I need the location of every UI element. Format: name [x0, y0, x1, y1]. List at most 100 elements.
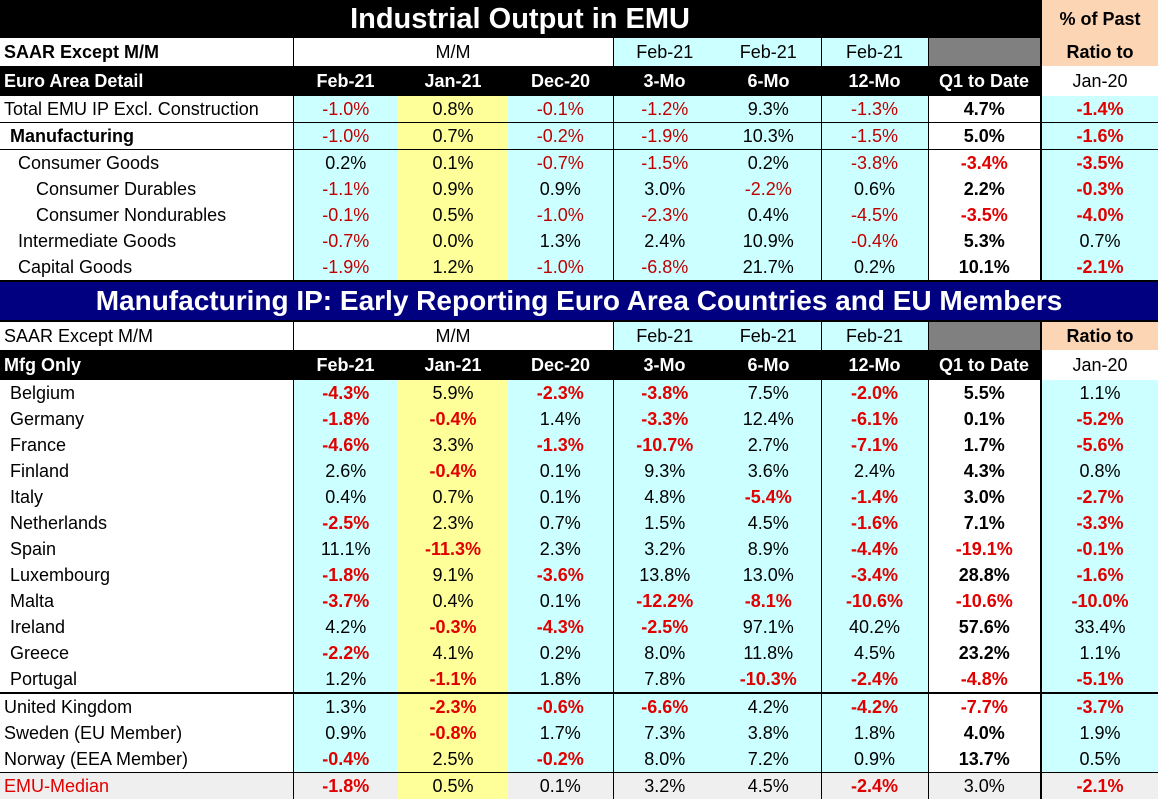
header-row-label: Euro Area Detail [0, 66, 293, 96]
header-jan20: Jan-20 [1040, 350, 1158, 380]
table-row: Belgium -4.3% 5.9% -2.3% -3.8% 7.5% -2.0% 5.5% 1… [0, 380, 1158, 406]
value-cell: 2.2% [928, 176, 1042, 202]
value-cell: -5.1% [1040, 666, 1158, 693]
value-cell: 0.9% [293, 720, 398, 746]
value-cell: 10.3% [716, 122, 822, 150]
value-cell: -0.6% [508, 692, 614, 720]
value-cell: -3.8% [821, 149, 929, 176]
value-cell: -0.2% [508, 122, 614, 150]
value-cell: 4.1% [398, 640, 508, 666]
value-cell: -4.4% [821, 536, 929, 562]
value-cell: 9.3% [613, 458, 716, 484]
table-row: Malta -3.7% 0.4% 0.1% -12.2% -8.1% -10.6% -10.6… [0, 588, 1158, 614]
value-cell: 3.0% [928, 484, 1042, 510]
value-cell: -5.2% [1040, 406, 1158, 432]
value-cell: 0.9% [821, 746, 929, 773]
value-cell: 0.2% [293, 149, 398, 176]
value-cell: 8.0% [613, 746, 716, 773]
value-cell: -4.3% [508, 614, 614, 640]
value-cell: -10.6% [928, 588, 1042, 614]
value-cell: -0.1% [1040, 536, 1158, 562]
value-cell: -1.5% [613, 149, 716, 176]
value-cell: 57.6% [928, 614, 1042, 640]
value-cell: 0.5% [1040, 746, 1158, 773]
header-6mo-period: Feb-21 [716, 38, 822, 66]
value-cell: 3.2% [613, 536, 716, 562]
median-value: -2.1% [1040, 772, 1158, 799]
value-cell: -3.3% [1040, 510, 1158, 536]
value-cell: -1.0% [508, 254, 614, 281]
value-cell: 0.5% [398, 202, 508, 228]
value-cell: 0.8% [398, 96, 508, 123]
value-cell: 0.1% [928, 406, 1042, 432]
header-3mo: 3-Mo [613, 66, 716, 96]
row-label: Finland [0, 458, 294, 484]
value-cell: -10.0% [1040, 588, 1158, 614]
row-label: Italy [0, 484, 294, 510]
value-cell: -1.0% [293, 122, 398, 150]
value-cell: -0.7% [508, 149, 614, 176]
value-cell: -4.0% [1040, 202, 1158, 228]
header-dec20: Dec-20 [508, 350, 613, 380]
value-cell: -3.4% [821, 562, 929, 588]
value-cell: 7.2% [716, 746, 822, 773]
value-cell: 10.1% [928, 254, 1042, 281]
value-cell: 0.8% [1040, 458, 1158, 484]
value-cell: 4.2% [293, 614, 398, 640]
value-cell: -3.7% [293, 588, 398, 614]
value-cell: -1.0% [508, 202, 614, 228]
value-cell: -0.8% [398, 720, 508, 746]
median-value: 0.5% [398, 772, 508, 799]
header-jan21: Jan-21 [398, 66, 508, 96]
value-cell: 13.8% [613, 562, 716, 588]
value-cell: -2.5% [293, 510, 398, 536]
row-label: Netherlands [0, 510, 294, 536]
value-cell: -7.1% [821, 432, 929, 458]
value-cell: 4.3% [928, 458, 1042, 484]
value-cell: 0.1% [508, 484, 614, 510]
row-label: Ireland [0, 614, 294, 640]
header-ratio-label: Ratio to [1040, 321, 1158, 350]
value-cell: -4.2% [821, 692, 929, 720]
median-row: EMU-Median -1.8% 0.5% 0.1% 3.2% 4.5% -2.4% 3.0%… [0, 772, 1158, 799]
value-cell: -0.1% [508, 96, 614, 123]
value-cell: 2.6% [293, 458, 398, 484]
value-cell: -0.1% [293, 202, 398, 228]
value-cell: 0.9% [508, 176, 614, 202]
value-cell: 9.3% [716, 96, 822, 123]
value-cell: -1.2% [613, 96, 716, 123]
value-cell: -1.3% [821, 96, 929, 123]
value-cell: -2.7% [1040, 484, 1158, 510]
value-cell: 4.0% [928, 720, 1042, 746]
header-3mo: 3-Mo [613, 350, 716, 380]
header-left-label: SAAR Except M/M [0, 38, 294, 66]
value-cell: 2.3% [508, 536, 614, 562]
header-3mo-period: Feb-21 [613, 38, 716, 66]
value-cell: -7.7% [928, 692, 1042, 720]
row-label: Germany [0, 406, 294, 432]
value-cell: 1.8% [508, 666, 614, 693]
table-row: Luxembourg -1.8% 9.1% -3.6% 13.8% 13.0% -3.4% 2… [0, 562, 1158, 588]
table-row: Total EMU IP Excl. Construction -1.0% 0.8%… [0, 96, 1158, 123]
value-cell: 8.0% [613, 640, 716, 666]
value-cell: -0.4% [398, 458, 508, 484]
value-cell: -1.9% [293, 254, 398, 281]
table-row: Italy 0.4% 0.7% 0.1% 4.8% -5.4% -1.4% 3.0% -2.7% [0, 484, 1158, 510]
value-cell: 1.5% [613, 510, 716, 536]
value-cell: -10.7% [613, 432, 716, 458]
header-ratio-label: Ratio to [1040, 38, 1158, 66]
value-cell: -3.6% [508, 562, 614, 588]
value-cell: 2.7% [716, 432, 822, 458]
value-cell: -4.3% [293, 380, 398, 406]
median-value: 3.0% [928, 772, 1042, 799]
value-cell: -1.8% [293, 562, 398, 588]
value-cell: -2.3% [508, 380, 614, 406]
value-cell: -1.5% [821, 122, 929, 150]
value-cell: 21.7% [716, 254, 822, 281]
value-cell: 0.0% [398, 228, 508, 254]
value-cell: 1.3% [508, 228, 614, 254]
header-jan20: Jan-20 [1040, 66, 1158, 96]
header-12mo-period: Feb-21 [821, 38, 929, 66]
value-cell: -1.3% [508, 432, 614, 458]
